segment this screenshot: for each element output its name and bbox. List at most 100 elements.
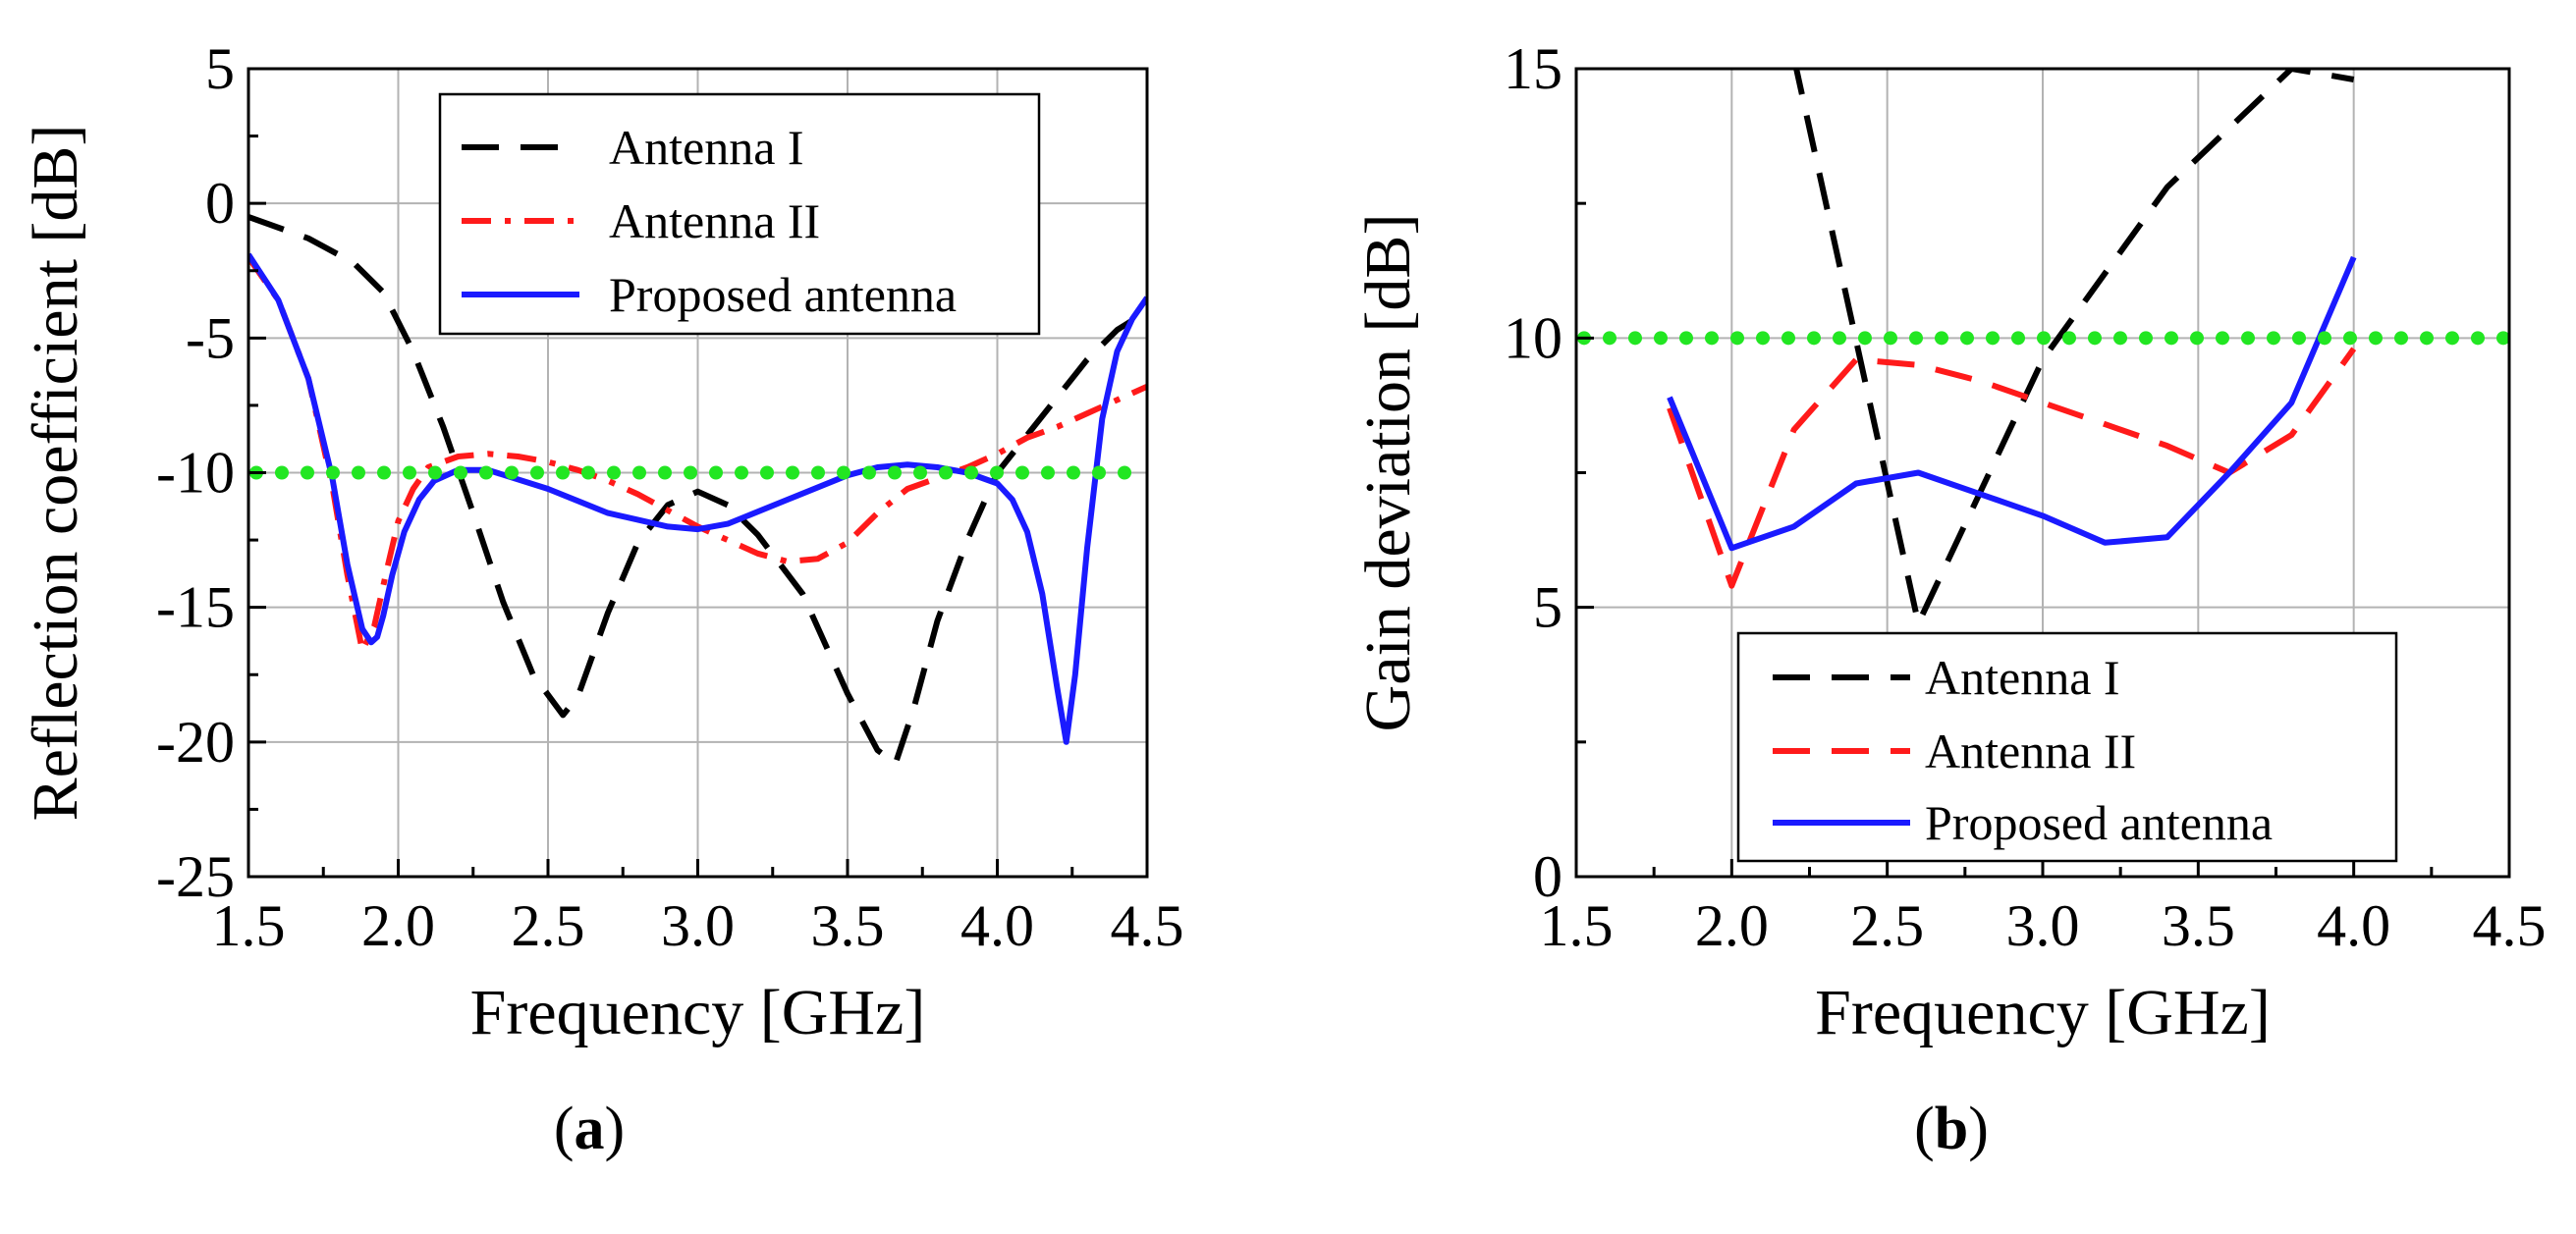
x-tick-label: 4.5 [1111, 893, 1184, 958]
threshold-dot [2088, 331, 2102, 346]
threshold-dot [377, 465, 391, 480]
threshold-dot [862, 465, 876, 480]
legend-label: Proposed antenna [609, 267, 957, 322]
x-tick-label: 4.0 [960, 893, 1034, 958]
y-tick-label: 0 [1533, 844, 1562, 909]
threshold-dot [1756, 331, 1770, 346]
panel-label: (b) [1914, 1096, 1989, 1162]
y-tick-label: -25 [156, 844, 235, 909]
series-proposed-antenna [1667, 255, 2357, 552]
y-tick-label: -20 [156, 710, 235, 775]
legend-label: Antenna II [1925, 724, 2136, 778]
threshold-dot [1781, 331, 1795, 346]
threshold-dot [2037, 331, 2051, 346]
threshold-dot [352, 465, 365, 480]
series-antenna-ii [248, 255, 1147, 654]
threshold-dot [1858, 331, 1872, 346]
threshold-dot [658, 465, 672, 480]
threshold-dot [888, 465, 902, 480]
threshold-dot [1118, 465, 1131, 480]
threshold-dot [1884, 331, 1897, 346]
y-tick-label: 5 [1533, 575, 1562, 640]
y-axis: -25 -20 -15 -10 -5 0 5 [156, 36, 266, 909]
y-tick-label: 10 [1504, 305, 1562, 370]
threshold-dot [1679, 331, 1693, 346]
threshold-dot [1628, 331, 1642, 346]
threshold-dot [1705, 331, 1719, 346]
y-tick-label: -10 [156, 441, 235, 506]
threshold-dot [1935, 331, 1948, 346]
threshold-dot [556, 465, 570, 480]
x-tick-label: 1.5 [212, 893, 286, 958]
x-axis-title: Frequency [GHz] [1815, 977, 2271, 1048]
threshold-dot [403, 465, 416, 480]
y-tick-label: 15 [1504, 36, 1562, 101]
threshold-dot [2445, 331, 2459, 346]
threshold-dot [2241, 331, 2255, 346]
threshold-dot [2318, 331, 2331, 346]
threshold-dot [454, 465, 467, 480]
threshold-dot [607, 465, 621, 480]
threshold-dot [990, 465, 1004, 480]
threshold-dot [479, 465, 493, 480]
y-tick-label: -15 [156, 575, 235, 640]
threshold-dot [301, 465, 314, 480]
x-axis: 1.5 2.0 2.5 3.0 3.5 4.0 4.5 [1540, 859, 2547, 958]
panel-label-letter: a [575, 1096, 605, 1162]
y-axis: 0 5 10 15 [1504, 36, 1594, 909]
threshold-dot [1603, 331, 1617, 346]
panel-label-close: ) [605, 1096, 626, 1162]
threshold-dot [2369, 331, 2383, 346]
x-axis: 1.5 2.0 2.5 3.0 3.5 4.0 4.5 [212, 859, 1184, 958]
threshold-dot [684, 465, 697, 480]
threshold-dot [964, 465, 978, 480]
series-antenna-i [1793, 69, 2355, 627]
x-tick-label: 4.5 [2473, 893, 2547, 958]
x-tick-label: 3.5 [2162, 893, 2235, 958]
legend-label: Antenna I [609, 120, 804, 175]
x-tick-label: 3.0 [2006, 893, 2080, 958]
panel-label-open: ( [554, 1096, 575, 1162]
threshold-dot [1960, 331, 1974, 346]
threshold-dot [2267, 331, 2280, 346]
threshold-dot [2011, 331, 2025, 346]
x-tick-label: 1.5 [1540, 893, 1614, 958]
threshold-dot [2496, 331, 2509, 346]
panel-label-close: ) [1968, 1096, 1989, 1162]
series-antenna-ii [1667, 347, 2357, 589]
x-tick-label: 2.0 [361, 893, 435, 958]
x-axis-title: Frequency [GHz] [470, 977, 926, 1048]
threshold-dot [760, 465, 774, 480]
chart-panel-b: 1.5 2.0 2.5 3.0 3.5 4.0 4.5 Frequency [GHz] 0 5 10… [1352, 36, 2547, 1162]
threshold-dot [326, 465, 340, 480]
threshold-dot [811, 465, 825, 480]
threshold-dot [1092, 465, 1106, 480]
threshold-dot [581, 465, 595, 480]
x-tick-label: 3.5 [811, 893, 885, 958]
legend: Antenna I Antenna II Proposed antenna [438, 92, 1041, 336]
threshold-dot [2471, 331, 2485, 346]
panel-label: (a) [554, 1096, 625, 1162]
x-tick-label: 2.5 [1850, 893, 1924, 958]
threshold-dot [2113, 331, 2127, 346]
threshold-dot [275, 465, 289, 480]
y-tick-label: 5 [205, 36, 235, 101]
threshold-dot [530, 465, 544, 480]
threshold-dot [2139, 331, 2153, 346]
threshold-dot [735, 465, 748, 480]
threshold-dot [1909, 331, 1923, 346]
panel-label-letter: b [1935, 1096, 1968, 1162]
y-axis-title: Reflection coefficient [dB] [20, 125, 91, 822]
series-group [1577, 69, 2509, 627]
y-axis-title: Gain deviation [dB] [1352, 214, 1424, 732]
threshold-dot [2062, 331, 2076, 346]
threshold-line [1577, 331, 2509, 346]
threshold-dot [1986, 331, 2000, 346]
threshold-dot [709, 465, 723, 480]
y-tick-label: -5 [186, 305, 235, 370]
y-tick-label: 0 [205, 171, 235, 236]
threshold-dot [1730, 331, 1744, 346]
legend-label: Antenna II [609, 193, 820, 248]
threshold-dot [786, 465, 799, 480]
